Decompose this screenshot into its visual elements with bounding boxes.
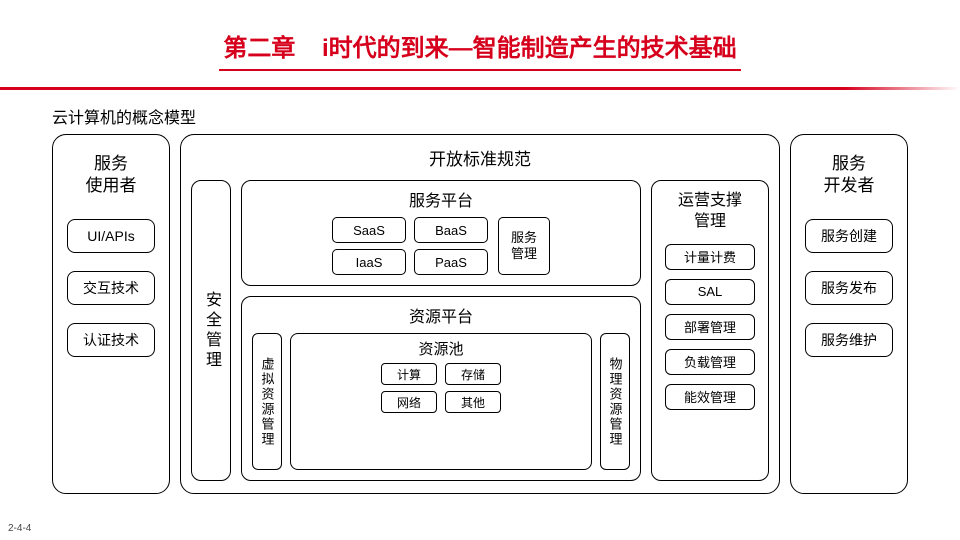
- service-developer-title: 服务 开发者: [824, 153, 875, 197]
- chapter-label: 第二章: [223, 35, 295, 62]
- diagram: 服务 使用者 UI/APIs 交互技术 认证技术 开放标准规范 安全管理 服务平…: [52, 134, 908, 494]
- chapter-title-text: i时代的到来—智能制造产生的技术基础: [322, 35, 737, 62]
- platform-stack: 服务平台 SaaS BaaS IaaS PaaS 服务管理: [241, 180, 641, 481]
- chapter-title: 第二章 i时代的到来—智能制造产生的技术基础: [219, 28, 740, 71]
- service-developer-col: 服务 开发者 服务创建 服务发布 服务维护: [790, 134, 908, 494]
- metering-box: 计量计费: [665, 244, 755, 270]
- deploy-mgmt-box: 部署管理: [665, 314, 755, 340]
- network-box: 网络: [381, 391, 437, 413]
- ops-support-col: 运营支撑 管理 计量计费 SAL 部署管理 负载管理 能效管理: [651, 180, 769, 481]
- open-standard-col: 开放标准规范 安全管理 服务平台 SaaS BaaS IaaS PaaS: [180, 134, 780, 494]
- other-box: 其他: [445, 391, 501, 413]
- security-mgmt-col: 安全管理: [191, 180, 231, 481]
- header: 第二章 i时代的到来—智能制造产生的技术基础: [0, 0, 960, 81]
- compute-box: 计算: [381, 363, 437, 385]
- service-mgmt-box: 服务管理: [498, 217, 550, 275]
- service-platform-panel: 服务平台 SaaS BaaS IaaS PaaS 服务管理: [241, 180, 641, 286]
- ui-apis-box: UI/APIs: [67, 219, 155, 253]
- resource-platform-title: 资源平台: [409, 303, 473, 327]
- resource-platform-panel: 资源平台 虚拟资源管理 资源池 计算 存储 网络 其他: [241, 296, 641, 481]
- accent-rule: [0, 87, 960, 90]
- ops-support-title: 运营支撑 管理: [678, 191, 742, 233]
- auth-tech-box: 认证技术: [67, 323, 155, 357]
- baas-box: BaaS: [414, 217, 488, 243]
- interaction-tech-box: 交互技术: [67, 271, 155, 305]
- virtual-res-mgmt-col: 虚拟资源管理: [252, 333, 282, 470]
- service-user-col: 服务 使用者 UI/APIs 交互技术 认证技术: [52, 134, 170, 494]
- open-standard-title: 开放标准规范: [429, 145, 531, 170]
- saas-box: SaaS: [332, 217, 406, 243]
- service-user-title: 服务 使用者: [86, 153, 137, 197]
- service-grid: SaaS BaaS IaaS PaaS: [332, 217, 488, 275]
- subtitle: 云计算机的概念模型: [52, 104, 960, 128]
- physical-res-mgmt-col: 物理资源管理: [600, 333, 630, 470]
- paas-box: PaaS: [414, 249, 488, 275]
- page-number: 2-4-4: [8, 523, 31, 534]
- storage-box: 存储: [445, 363, 501, 385]
- load-mgmt-box: 负载管理: [665, 349, 755, 375]
- iaas-box: IaaS: [332, 249, 406, 275]
- service-platform-title: 服务平台: [409, 187, 473, 211]
- service-maintain-box: 服务维护: [805, 323, 893, 357]
- sal-box: SAL: [665, 279, 755, 305]
- security-mgmt-label: 安全管理: [199, 291, 223, 371]
- efficiency-mgmt-box: 能效管理: [665, 384, 755, 410]
- service-publish-box: 服务发布: [805, 271, 893, 305]
- resource-pool-panel: 资源池 计算 存储 网络 其他: [290, 333, 592, 470]
- service-create-box: 服务创建: [805, 219, 893, 253]
- resource-pool-title: 资源池: [418, 338, 463, 359]
